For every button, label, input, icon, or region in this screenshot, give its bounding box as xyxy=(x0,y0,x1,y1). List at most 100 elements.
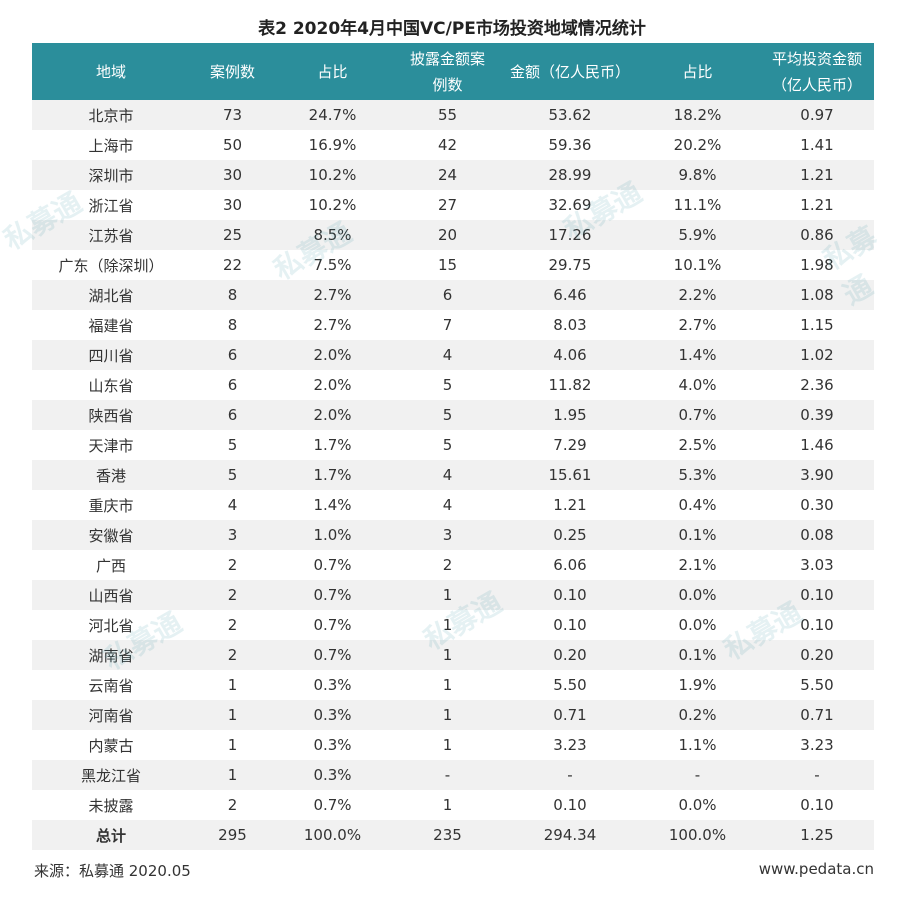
value-cell: 100.0% xyxy=(635,820,760,850)
value-cell: 0.10 xyxy=(505,580,635,610)
value-cell: 2 xyxy=(190,640,275,670)
value-cell: 0.10 xyxy=(760,580,874,610)
table-row: 上海市 50 16.9% 42 59.36 20.2% 1.41 xyxy=(32,130,874,160)
value-cell: 2 xyxy=(227,796,238,814)
value-cell: 30 xyxy=(222,196,243,214)
table-row: 河北省 2 0.7% 1 0.10 0.0% 0.10 xyxy=(32,610,874,640)
value-cell: 1.25 xyxy=(760,820,874,850)
value-cell: 6 xyxy=(190,340,275,370)
value-cell: 0.20 xyxy=(760,640,874,670)
value-cell: 295 xyxy=(190,820,275,850)
value-cell: 0.86 xyxy=(760,220,874,250)
column-header-line: 占比 xyxy=(317,62,348,81)
value-cell: 20 xyxy=(390,220,505,250)
value-cell: - xyxy=(505,760,635,790)
region-cell: 内蒙古 xyxy=(88,736,134,755)
value-cell: 2.0% xyxy=(275,400,390,430)
website-link[interactable]: www.pedata.cn xyxy=(758,860,874,878)
value-cell: 0.71 xyxy=(505,700,635,730)
value-cell: 4 xyxy=(227,496,238,514)
value-cell: 8.5% xyxy=(275,220,390,250)
value-cell: 2 xyxy=(227,556,238,574)
value-cell: 5.50 xyxy=(553,676,587,694)
table-row: 天津市 5 1.7% 5 7.29 2.5% 1.46 xyxy=(32,430,874,460)
value-cell: 29.75 xyxy=(548,256,592,274)
value-cell: 1.21 xyxy=(800,196,834,214)
region-cell: 湖南省 xyxy=(32,640,190,670)
column-header: 占比 xyxy=(635,43,760,100)
column-header: 案例数 xyxy=(190,43,275,100)
value-cell: - xyxy=(760,760,874,790)
column-header-line: 案例数 xyxy=(209,62,255,81)
table-row: 广西 2 0.7% 2 6.06 2.1% 3.03 xyxy=(32,550,874,580)
table-title: 表2 2020年4月中国VC/PE市场投资地域情况统计 xyxy=(258,19,646,39)
value-cell: 2.2% xyxy=(635,280,760,310)
region-cell: 山东省 xyxy=(88,376,134,395)
value-cell: 5 xyxy=(190,460,275,490)
value-cell: 10.2% xyxy=(308,196,357,214)
value-cell: 1 xyxy=(190,700,275,730)
table-row: 安徽省 3 1.0% 3 0.25 0.1% 0.08 xyxy=(32,520,874,550)
value-cell: 5 xyxy=(442,376,453,394)
value-cell: 4 xyxy=(390,460,505,490)
value-cell: 235 xyxy=(390,820,505,850)
value-cell: 1.98 xyxy=(800,256,834,274)
value-cell: 0.10 xyxy=(800,616,834,634)
value-cell: 0.0% xyxy=(678,616,717,634)
table-row: 江苏省 25 8.5% 20 17.26 5.9% 0.86 xyxy=(32,220,874,250)
value-cell: 16.9% xyxy=(308,136,357,154)
value-cell: 1.9% xyxy=(678,676,717,694)
region-cell: 香港 xyxy=(32,460,190,490)
value-cell: 1 xyxy=(227,736,238,754)
table-row: 山东省 6 2.0% 5 11.82 4.0% 2.36 xyxy=(32,370,874,400)
value-cell: 17.26 xyxy=(505,220,635,250)
region-cell: 总计 xyxy=(32,820,190,850)
value-cell: 1.15 xyxy=(800,316,834,334)
value-cell: 1 xyxy=(442,796,453,814)
value-cell: 0.25 xyxy=(505,520,635,550)
value-cell: 5.50 xyxy=(800,676,834,694)
value-cell: 22 xyxy=(222,256,243,274)
region-cell: 陕西省 xyxy=(32,400,190,430)
value-cell: 2.0% xyxy=(275,340,390,370)
value-cell: 1 xyxy=(390,700,505,730)
total-row: 总计 295 100.0% 235 294.34 100.0% 1.25 xyxy=(32,820,874,850)
value-cell: 2 xyxy=(442,556,453,574)
table-row: 广东（除深圳） 22 7.5% 15 29.75 10.1% 1.98 xyxy=(32,250,874,280)
value-cell: 2 xyxy=(227,616,238,634)
table-row: 四川省 6 2.0% 4 4.06 1.4% 1.02 xyxy=(32,340,874,370)
table-row: 内蒙古 1 0.3% 1 3.23 1.1% 3.23 xyxy=(32,730,874,760)
value-cell: 3.03 xyxy=(800,556,834,574)
table-row: 福建省 8 2.7% 7 8.03 2.7% 1.15 xyxy=(32,310,874,340)
value-cell: 1 xyxy=(442,736,453,754)
region-cell: 四川省 xyxy=(32,340,190,370)
value-cell: 9.8% xyxy=(635,160,760,190)
value-cell: 2.7% xyxy=(678,316,717,334)
value-cell: 1.21 xyxy=(553,496,587,514)
region-cell: 江苏省 xyxy=(32,220,190,250)
region-cell: 天津市 xyxy=(88,436,134,455)
value-cell: 3.23 xyxy=(553,736,587,754)
region-cell: 山西省 xyxy=(32,580,190,610)
value-cell: 0.7% xyxy=(275,580,390,610)
value-cell: 1.7% xyxy=(313,436,352,454)
region-cell: 福建省 xyxy=(88,316,134,335)
value-cell: 8 xyxy=(190,280,275,310)
table-row: 未披露 2 0.7% 1 0.10 0.0% 0.10 xyxy=(32,790,874,820)
column-header: 金额（亿人民币） xyxy=(505,43,635,100)
region-cell: 广西 xyxy=(95,556,126,575)
table-row: 香港 5 1.7% 4 15.61 5.3% 3.90 xyxy=(32,460,874,490)
region-cell: 河南省 xyxy=(32,700,190,730)
column-header: 地域 xyxy=(32,43,190,100)
value-cell: 4 xyxy=(442,496,453,514)
value-cell: 55 xyxy=(390,100,505,130)
value-cell: 0.0% xyxy=(635,580,760,610)
value-cell: 0.7% xyxy=(313,796,352,814)
value-cell: 1.7% xyxy=(275,460,390,490)
value-cell: 2.5% xyxy=(678,436,717,454)
column-header: 平均投资金额 （亿人民币） xyxy=(760,43,874,100)
value-cell: 1 xyxy=(442,616,453,634)
column-header: 占比 xyxy=(275,43,390,100)
region-cell: 广东（除深圳） xyxy=(58,256,164,275)
value-cell: 6 xyxy=(227,376,238,394)
